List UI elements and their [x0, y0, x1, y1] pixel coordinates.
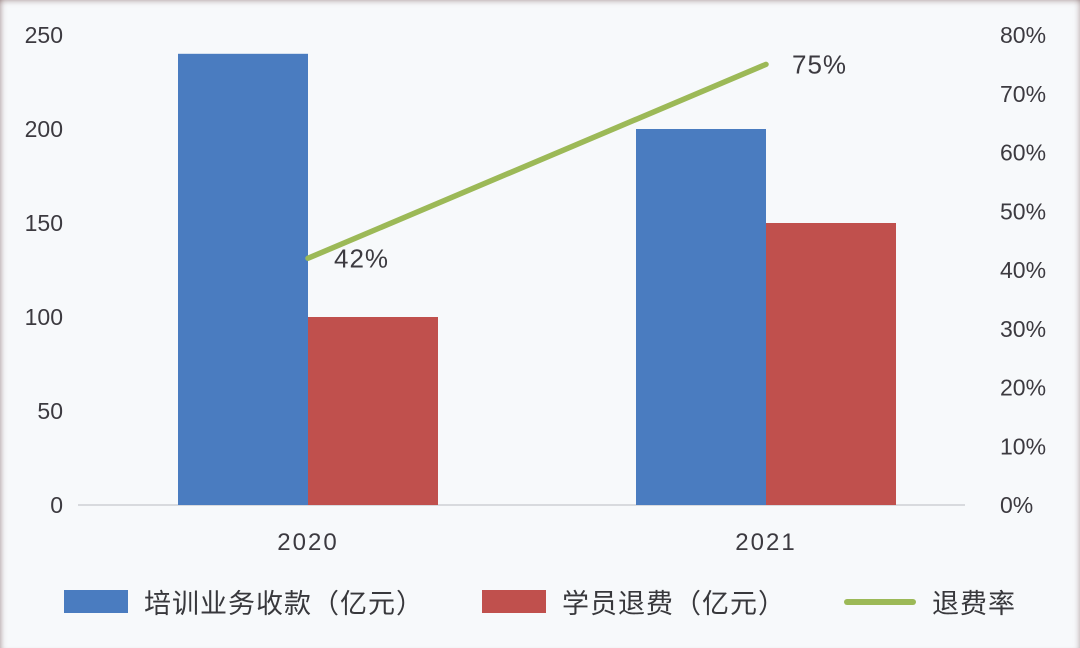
right-axis-tick: 60%: [1000, 140, 1046, 166]
right-axis-tick: 20%: [1000, 375, 1046, 401]
bar-2020-series1: [308, 317, 438, 505]
right-axis-tick: 40%: [1000, 257, 1046, 283]
right-axis-tick: 50%: [1000, 198, 1046, 224]
right-axis-tick: 30%: [1000, 316, 1046, 342]
legend-swatch-refund-rate-line: [844, 598, 916, 605]
left-axis-tick: 150: [25, 210, 63, 236]
legend-swatch-student-refunds: [482, 590, 546, 613]
line-point-label: 42%: [334, 243, 389, 273]
legend-item-student-refunds: 学员退费（亿元）: [482, 582, 786, 621]
legend-label-student-refunds: 学员退费（亿元）: [562, 589, 786, 619]
right-axis-tick: 70%: [1000, 81, 1046, 107]
bar-2021-series1: [766, 223, 896, 505]
left-axis-tick: 200: [25, 116, 63, 142]
legend: 培训业务收款（亿元） 学员退费（亿元） 退费率: [0, 582, 1080, 621]
x-axis-category-label: 2021: [735, 529, 796, 556]
left-axis-tick: 0: [50, 492, 63, 518]
legend-item-training-receipts: 培训业务收款（亿元）: [64, 582, 424, 621]
right-axis-tick: 0%: [1000, 492, 1033, 518]
legend-label-training-receipts: 培训业务收款（亿元）: [144, 589, 424, 619]
left-axis-tick: 50: [37, 398, 63, 424]
left-axis-tick: 250: [25, 22, 63, 48]
line-point-label: 75%: [792, 49, 847, 79]
left-axis-tick: 100: [25, 304, 63, 330]
legend-item-refund-rate: 退费率: [844, 582, 1016, 621]
refund-rate-line: [305, 61, 769, 261]
right-axis-tick: 10%: [1000, 433, 1046, 459]
bar-2020-series0: [178, 53, 308, 506]
legend-swatch-training-receipts: [64, 590, 128, 613]
right-axis-tick: 80%: [1000, 22, 1046, 48]
legend-label-refund-rate: 退费率: [932, 589, 1016, 619]
bar-2021-series0: [636, 129, 766, 505]
x-axis-category-label: 2020: [277, 529, 338, 556]
